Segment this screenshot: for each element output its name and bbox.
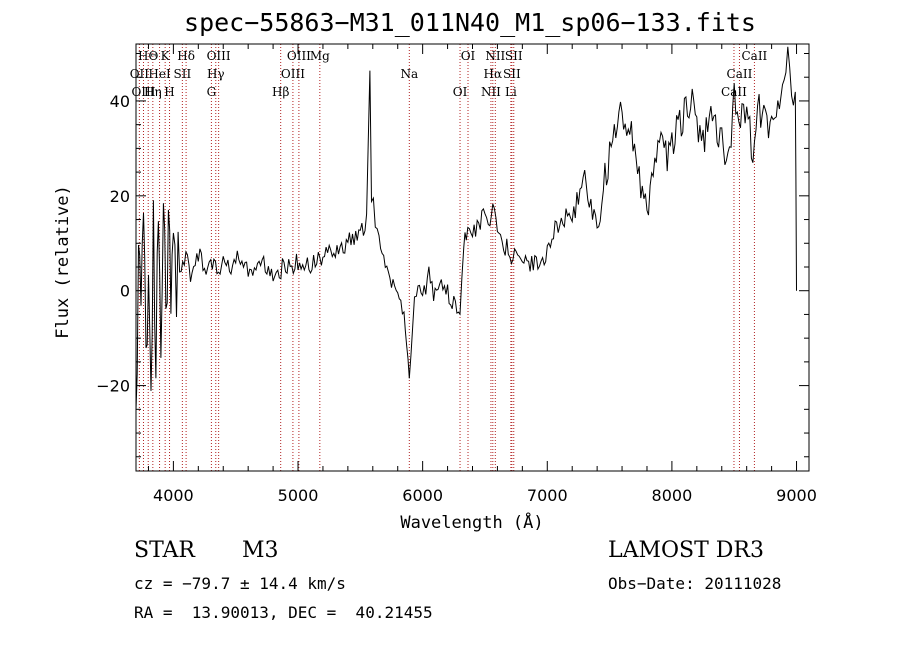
y-axis-ticks: −20 0 20 40 (96, 52, 809, 458)
survey-name: LAMOST DR3 (608, 538, 764, 563)
redshift-value: cz = −79.7 ± 14.4 km/s (134, 574, 346, 593)
line-marker-label: SII (505, 49, 523, 63)
line-marker-label: Hβ (272, 85, 289, 99)
x-tick-label: 8000 (652, 486, 693, 505)
line-marker-label: OIII (131, 85, 155, 99)
y-tick-label: 20 (110, 187, 130, 206)
line-marker-label: HΘ (138, 49, 158, 63)
line-marker-label: NII (481, 85, 501, 99)
line-marker-label: OIII (287, 49, 311, 63)
line-marker-label: SII (174, 67, 192, 81)
line-marker-label: H (164, 85, 174, 99)
line-marker-label: HeI (148, 67, 171, 81)
line-marker-label: CaII (741, 49, 767, 63)
line-marker-label: K (161, 49, 171, 63)
line-marker-label: Mg (310, 49, 330, 63)
line-markers (138, 44, 755, 471)
line-marker-label: Hδ (177, 49, 195, 63)
line-marker-label: Na (400, 67, 418, 81)
x-axis-label: Wavelength (Å) (400, 511, 543, 533)
coordinates: RA = 13.90013, DEC = 40.21455 (134, 603, 433, 622)
x-tick-label: 5000 (278, 486, 319, 505)
line-marker-label: Hη (144, 85, 162, 99)
x-tick-label: 9000 (776, 486, 817, 505)
x-tick-label: 6000 (402, 486, 443, 505)
line-marker-label: G (207, 85, 217, 99)
line-marker-label: OI (453, 85, 468, 99)
object-class: STAR (134, 538, 195, 563)
line-marker-labels: HΘOIIOIIIKHeIHηHδSIIHOIIIHγGOIIIOIIIHβMg… (130, 49, 768, 99)
line-marker-label: OIII (281, 67, 305, 81)
y-tick-label: 0 (120, 282, 130, 301)
line-marker-label: CaII (727, 67, 753, 81)
line-marker-label: OIII (207, 49, 231, 63)
y-axis-label: Flux (relative) (53, 185, 73, 339)
line-marker-label: NII (485, 49, 505, 63)
spectrum-line (135, 46, 797, 410)
y-tick-label: −20 (96, 377, 130, 396)
line-marker-label: Hα (484, 67, 503, 81)
object-subclass: M3 (242, 538, 279, 563)
line-marker-label: Li (505, 85, 517, 99)
x-axis-ticks: 4000 5000 6000 7000 8000 9000 (147, 44, 817, 505)
line-marker-label: SII (503, 67, 521, 81)
line-marker-label: Hγ (207, 67, 225, 81)
observation-date: Obs−Date: 20111028 (608, 574, 782, 593)
line-marker-label: OII (130, 67, 150, 81)
x-tick-label: 7000 (527, 486, 568, 505)
y-tick-label: 40 (110, 92, 130, 111)
line-marker-label: OI (461, 49, 476, 63)
chart-title: spec−55863−M31_011N40_M1_sp06−133.fits (184, 8, 756, 37)
plot-frame (135, 43, 810, 472)
x-tick-label: 4000 (153, 486, 194, 505)
